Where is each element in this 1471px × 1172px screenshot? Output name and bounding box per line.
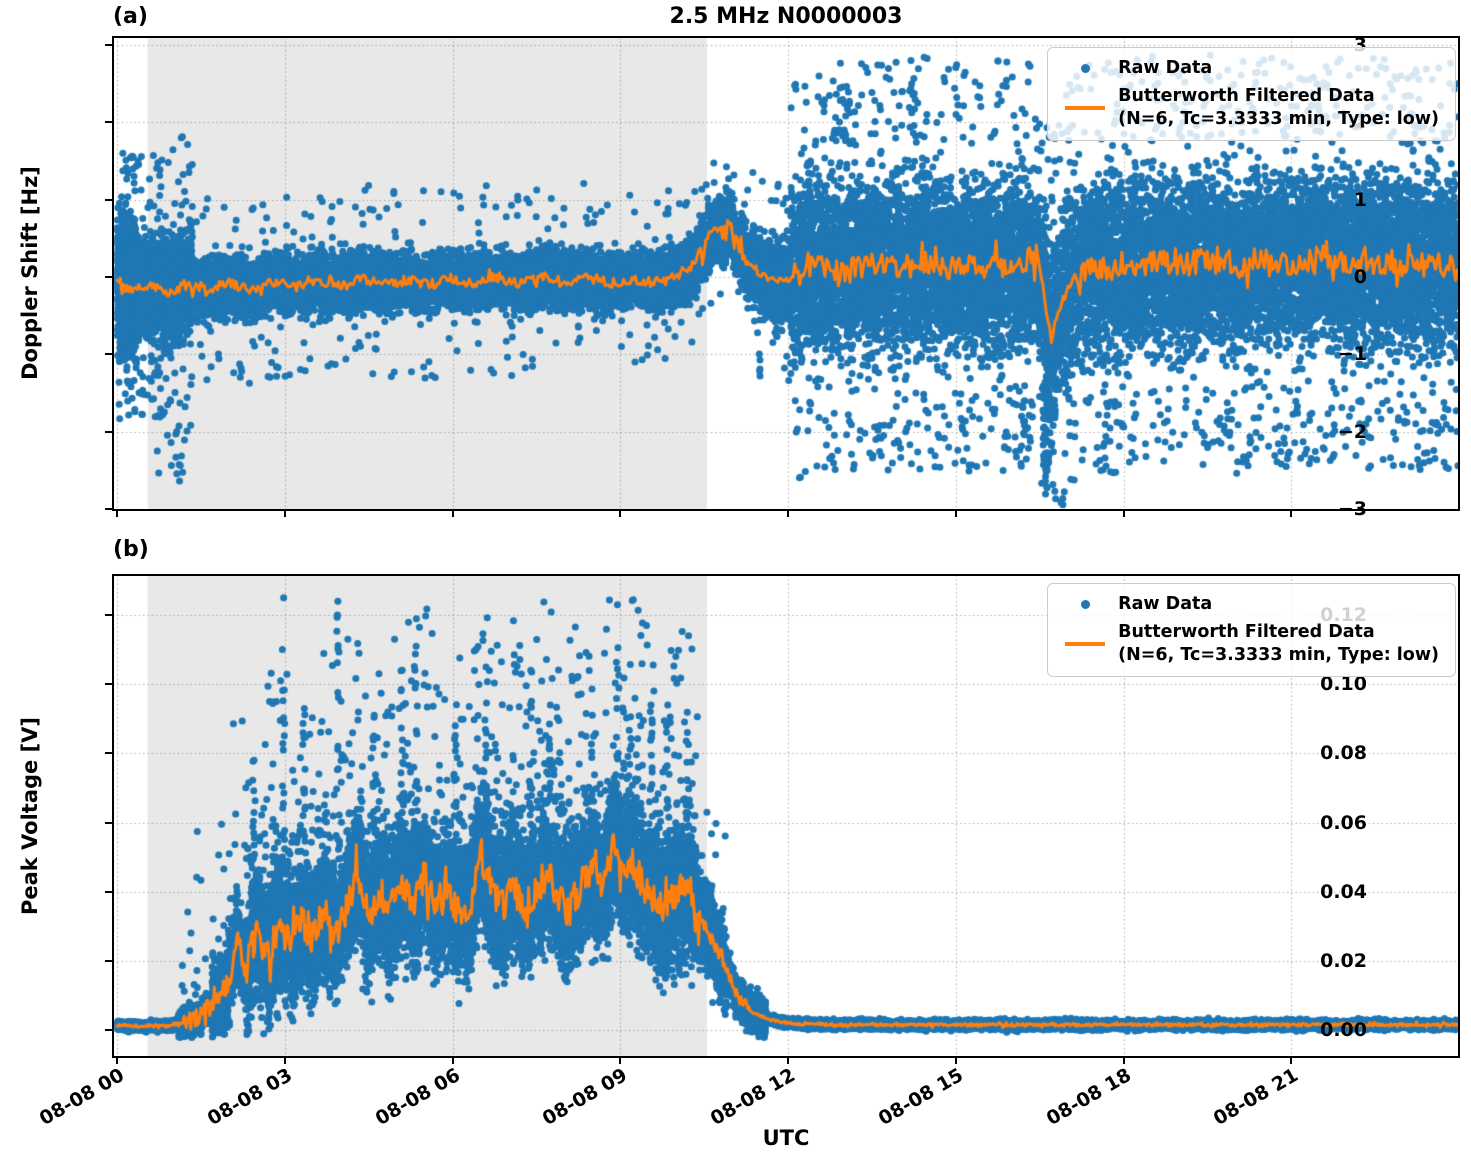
y-tick-mark <box>105 276 113 278</box>
legend: Raw Data Butterworth Filtered Data (N=6, T… <box>1047 47 1456 141</box>
filtered-line-marker-icon <box>1058 642 1112 646</box>
panel-a-tag: (a) <box>113 4 148 29</box>
y-tick-label: 0.02 <box>1320 949 1367 972</box>
y-tick-label: 1 <box>1353 188 1367 211</box>
y-axis-label-doppler: Doppler Shift [Hz] <box>18 166 42 380</box>
x-tick-mark <box>451 510 454 517</box>
x-tick-mark <box>954 510 957 517</box>
legend-label-line1: Raw Data <box>1118 594 1213 614</box>
y-tick-label: −3 <box>1337 497 1367 520</box>
y-tick-mark <box>105 430 113 433</box>
legend-label-line2: (N=6, Tc=3.3333 min, Type: low) <box>1118 645 1439 665</box>
line-glyph <box>1065 642 1106 646</box>
y-tick-label: −1 <box>1337 343 1367 366</box>
legend-label: Butterworth Filtered Data (N=6, Tc=3.3333… <box>1118 621 1439 667</box>
legend-entry: Butterworth Filtered Data (N=6, Tc=3.3333… <box>1058 621 1439 667</box>
legend-entry: Raw Data <box>1058 57 1439 80</box>
y-tick-label: 0.08 <box>1320 742 1367 765</box>
legend-label: Butterworth Filtered Data (N=6, Tc=3.3333… <box>1118 85 1439 131</box>
y-tick-mark <box>105 198 113 201</box>
y-tick-mark <box>105 821 113 824</box>
line-glyph <box>1065 106 1106 110</box>
x-tick-label: 08-08 00 <box>35 1064 128 1130</box>
y-tick-mark <box>105 614 113 617</box>
x-tick-mark <box>619 1057 622 1064</box>
legend-label-line1: Raw Data <box>1118 58 1213 78</box>
y-tick-mark <box>105 959 113 962</box>
y-tick-mark <box>105 1029 113 1031</box>
chart-title: 2.5 MHz N0000003 <box>669 4 903 29</box>
x-axis-label: UTC <box>762 1126 810 1150</box>
x-tick-mark <box>116 1057 118 1064</box>
y-tick-mark <box>105 353 113 356</box>
legend-label: Raw Data <box>1118 593 1212 616</box>
x-tick-mark <box>116 510 118 517</box>
x-tick-mark <box>787 510 789 517</box>
y-tick-label: 0.04 <box>1320 880 1367 903</box>
legend-entry: Butterworth Filtered Data (N=6, Tc=3.3333… <box>1058 85 1439 131</box>
legend-entry: Raw Data <box>1058 593 1439 616</box>
x-tick-mark <box>787 1057 789 1064</box>
legend-label-line2: (N=6, Tc=3.3333 min, Type: low) <box>1118 109 1439 129</box>
y-tick-mark <box>105 507 113 510</box>
panel-b-tag: (b) <box>113 537 149 562</box>
y-tick-mark <box>105 683 113 686</box>
legend-label-line1: Butterworth Filtered Data <box>1118 86 1375 106</box>
x-tick-mark <box>1122 1057 1125 1064</box>
y-tick-label: −2 <box>1337 420 1367 443</box>
x-tick-mark <box>451 1057 454 1064</box>
x-tick-mark <box>283 1057 286 1064</box>
y-tick-mark <box>105 752 113 755</box>
x-tick-mark <box>619 510 622 517</box>
raw-data-marker-icon <box>1058 64 1112 73</box>
y-tick-label: 0.10 <box>1320 673 1367 696</box>
x-tick-mark <box>1290 1057 1293 1064</box>
x-tick-mark <box>954 1057 957 1064</box>
dot-glyph <box>1080 600 1090 609</box>
legend-label: Raw Data <box>1118 57 1212 80</box>
x-tick-mark <box>1122 510 1125 517</box>
y-axis-label-voltage: Peak Voltage [V] <box>18 716 42 916</box>
y-tick-label: 0 <box>1353 266 1367 288</box>
legend: Raw Data Butterworth Filtered Data (N=6, T… <box>1047 583 1456 677</box>
raw-data-marker-icon <box>1058 600 1112 609</box>
y-tick-label: 0.00 <box>1320 1019 1367 1041</box>
dot-glyph <box>1080 64 1090 73</box>
x-tick-mark <box>283 510 286 517</box>
legend-label-line1: Butterworth Filtered Data <box>1118 622 1375 642</box>
y-tick-mark <box>105 44 113 47</box>
filtered-line-marker-icon <box>1058 106 1112 110</box>
y-tick-label: 0.06 <box>1320 811 1367 834</box>
y-tick-mark <box>105 890 113 893</box>
x-tick-mark <box>1290 510 1293 517</box>
y-tick-mark <box>105 121 113 124</box>
